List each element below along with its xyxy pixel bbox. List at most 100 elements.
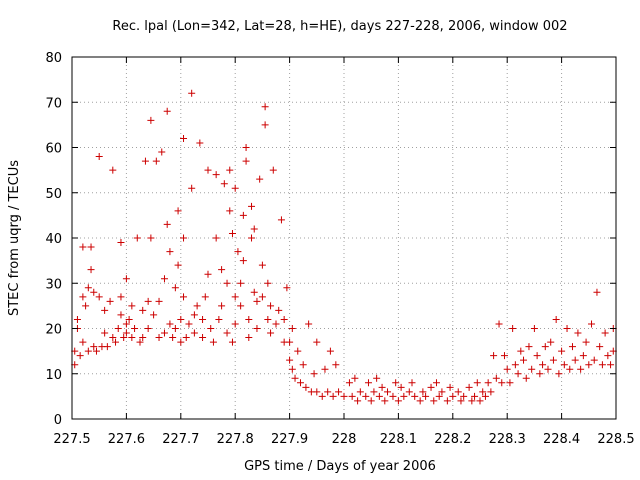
x-tick-label: 228.3 — [489, 432, 526, 447]
data-point — [242, 157, 250, 165]
data-point — [226, 207, 234, 215]
data-point — [405, 388, 413, 396]
data-point — [79, 243, 87, 251]
data-point — [193, 302, 201, 310]
data-point — [261, 121, 269, 129]
data-point — [310, 370, 318, 378]
data-point — [511, 361, 519, 369]
data-point — [239, 257, 247, 265]
data-point — [435, 392, 443, 400]
data-point — [218, 266, 226, 274]
data-point — [158, 148, 166, 156]
data-point — [313, 388, 321, 396]
data-point — [582, 338, 590, 346]
data-point — [226, 166, 234, 174]
data-point — [92, 347, 100, 355]
data-point — [479, 388, 487, 396]
data-point — [215, 315, 223, 323]
x-axis-label: GPS time / Days of year 2006 — [244, 459, 436, 474]
data-point — [272, 320, 280, 328]
data-point — [117, 239, 125, 247]
data-point — [457, 397, 465, 405]
data-point — [288, 325, 296, 332]
data-point — [541, 343, 549, 351]
data-point — [209, 338, 217, 346]
data-point — [416, 397, 424, 405]
x-tick-label: 228.5 — [597, 432, 634, 447]
data-point — [590, 356, 598, 364]
data-point — [180, 234, 188, 242]
data-point — [601, 329, 609, 337]
y-tick-label: 20 — [45, 323, 62, 338]
y-tick-label: 10 — [45, 368, 62, 383]
data-point — [114, 325, 122, 332]
data-point — [544, 365, 552, 373]
data-point — [465, 383, 473, 391]
data-point — [177, 338, 185, 346]
data-point — [136, 338, 144, 346]
data-point — [356, 388, 364, 396]
y-tick-label: 50 — [45, 187, 62, 202]
data-point — [261, 103, 269, 111]
data-point — [566, 365, 574, 373]
data-point — [471, 392, 479, 400]
data-point — [370, 388, 378, 396]
data-point — [139, 306, 147, 314]
data-point — [231, 184, 239, 192]
data-point — [264, 315, 272, 323]
data-point — [101, 329, 109, 337]
data-point — [267, 329, 275, 337]
data-point — [133, 234, 141, 242]
data-point — [101, 306, 109, 314]
data-point — [286, 338, 294, 346]
data-point — [438, 388, 446, 396]
data-point — [204, 166, 212, 174]
data-point — [267, 302, 275, 310]
data-point — [256, 175, 264, 183]
data-point — [234, 248, 242, 256]
data-point — [460, 392, 468, 400]
data-point — [522, 374, 530, 382]
data-point — [117, 293, 125, 301]
data-point — [73, 315, 81, 323]
data-point — [76, 352, 84, 360]
data-point — [228, 338, 236, 346]
data-point — [547, 338, 555, 346]
data-point — [598, 361, 606, 369]
axis-ticks — [71, 56, 617, 420]
data-point — [302, 383, 310, 391]
data-point — [147, 234, 155, 242]
data-point — [125, 315, 133, 323]
data-point — [596, 343, 604, 351]
data-point — [103, 343, 111, 351]
data-point — [552, 315, 560, 323]
data-point — [237, 302, 245, 310]
data-point — [326, 347, 334, 355]
data-point — [87, 266, 95, 274]
data-point — [231, 320, 239, 328]
data-point — [174, 261, 182, 269]
data-point — [150, 311, 158, 319]
data-point — [237, 279, 245, 287]
data-point — [212, 234, 220, 242]
data-point — [443, 397, 451, 405]
data-point — [498, 379, 506, 387]
data-point — [188, 184, 196, 192]
data-point — [248, 202, 256, 210]
data-point — [269, 166, 277, 174]
data-point — [218, 302, 226, 310]
data-point — [258, 261, 266, 269]
data-point — [313, 338, 321, 346]
data-point — [335, 388, 343, 396]
data-point — [228, 229, 236, 237]
data-point — [384, 388, 392, 396]
data-point — [568, 343, 576, 351]
data-point — [204, 270, 212, 278]
data-point — [131, 325, 139, 332]
data-point — [389, 392, 397, 400]
data-point — [250, 288, 258, 296]
data-point — [163, 220, 171, 228]
y-tick-labels: 0 10 20 30 40 50 60 70 80 — [45, 51, 62, 428]
data-point — [220, 180, 228, 188]
